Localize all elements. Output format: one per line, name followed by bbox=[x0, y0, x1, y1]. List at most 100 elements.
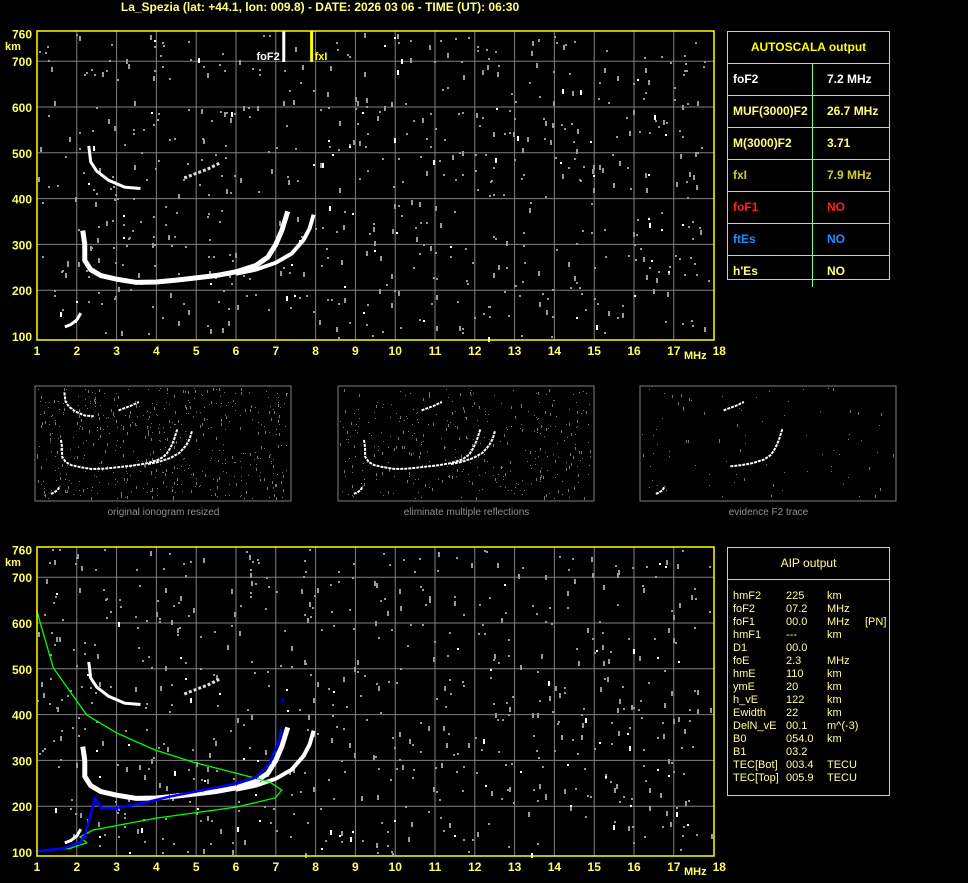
foF2-marker-line bbox=[282, 31, 286, 62]
noise-dot bbox=[678, 717, 680, 722]
noise-dot bbox=[42, 256, 44, 258]
noise-dot bbox=[472, 482, 473, 485]
noise-dot bbox=[273, 459, 274, 460]
noise-dot bbox=[160, 441, 161, 442]
noise-dot bbox=[575, 434, 576, 435]
aip-cell: km bbox=[827, 733, 842, 745]
noise-dot bbox=[154, 244, 156, 246]
noise-dot bbox=[207, 779, 209, 784]
noise-dot bbox=[366, 106, 368, 108]
noise-dot bbox=[568, 569, 570, 571]
noise-dot bbox=[455, 426, 456, 427]
noise-dot bbox=[117, 812, 119, 814]
noise-dot bbox=[692, 746, 694, 748]
noise-dot bbox=[210, 843, 212, 845]
noise-dot bbox=[567, 607, 569, 609]
noise-dot bbox=[156, 612, 158, 617]
noise-dot bbox=[419, 319, 421, 321]
noise-dot bbox=[287, 176, 289, 178]
noise-dot bbox=[220, 396, 221, 397]
noise-dot bbox=[241, 392, 242, 395]
noise-dot bbox=[67, 695, 69, 697]
noise-dot bbox=[141, 152, 143, 154]
noise-dot bbox=[412, 424, 413, 425]
noise-dot bbox=[76, 301, 78, 303]
noise-dot bbox=[100, 427, 101, 430]
noise-dot bbox=[304, 660, 306, 665]
noise-dot bbox=[187, 851, 189, 853]
aip-cell: DelN_vE bbox=[733, 720, 777, 732]
noise-dot bbox=[594, 298, 596, 300]
noise-dot bbox=[50, 654, 52, 656]
noise-dot bbox=[447, 655, 449, 657]
noise-dot bbox=[328, 140, 330, 142]
noise-dot bbox=[654, 638, 656, 640]
noise-dot bbox=[807, 471, 808, 472]
noise-dot bbox=[123, 237, 125, 239]
noise-dot bbox=[144, 841, 146, 843]
thumbnail-trace bbox=[450, 430, 496, 466]
noise-dot bbox=[152, 491, 153, 492]
noise-dot bbox=[185, 678, 187, 680]
noise-dot bbox=[305, 571, 307, 573]
noise-dot bbox=[230, 192, 232, 194]
noise-dot bbox=[645, 92, 647, 94]
noise-dot bbox=[310, 674, 312, 676]
noise-dot bbox=[582, 458, 583, 459]
noise-dot bbox=[458, 113, 460, 115]
noise-dot bbox=[64, 408, 65, 411]
noise-dot bbox=[234, 476, 235, 477]
noise-dot bbox=[484, 437, 485, 438]
noise-dot bbox=[592, 638, 594, 640]
noise-dot bbox=[788, 401, 789, 402]
noise-dot bbox=[409, 472, 410, 475]
noise-dot bbox=[124, 813, 126, 815]
noise-dot bbox=[410, 624, 412, 626]
noise-dot bbox=[352, 465, 353, 468]
noise-dot bbox=[581, 451, 582, 454]
noise-dot bbox=[537, 800, 539, 802]
noise-dot bbox=[378, 450, 379, 451]
noise-dot bbox=[533, 735, 535, 737]
noise-dot bbox=[666, 811, 668, 816]
noise-dot bbox=[151, 667, 153, 669]
noise-dot bbox=[81, 686, 83, 688]
noise-dot bbox=[249, 747, 251, 749]
noise-dot bbox=[709, 566, 711, 568]
noise-dot bbox=[719, 440, 720, 443]
y-tick-label: 700 bbox=[12, 55, 32, 69]
noise-dot bbox=[509, 707, 511, 712]
noise-dot bbox=[422, 118, 424, 123]
noise-dot bbox=[222, 53, 224, 55]
noise-dot bbox=[668, 759, 670, 764]
noise-dot bbox=[668, 628, 670, 633]
x-tick-label: 6 bbox=[233, 860, 240, 874]
aip-row: hmE 110 km bbox=[733, 668, 889, 681]
noise-dot bbox=[97, 427, 98, 428]
noise-dot bbox=[164, 432, 165, 433]
noise-dot bbox=[673, 638, 675, 643]
y-tick-label: 400 bbox=[12, 709, 32, 723]
noise-dot bbox=[463, 407, 464, 410]
noise-dot bbox=[660, 793, 662, 798]
noise-dot bbox=[577, 466, 578, 467]
noise-dot bbox=[146, 459, 147, 462]
noise-dot bbox=[211, 820, 213, 822]
noise-dot bbox=[114, 416, 115, 417]
noise-dot bbox=[199, 184, 201, 186]
noise-dot bbox=[469, 481, 470, 482]
aip-row: hmF2 225 km bbox=[733, 590, 889, 603]
noise-dot bbox=[380, 256, 382, 261]
noise-dot bbox=[635, 259, 637, 261]
noise-dot bbox=[673, 615, 675, 620]
noise-dot bbox=[169, 78, 171, 80]
noise-dot bbox=[564, 687, 566, 689]
aip-cell: foE bbox=[733, 655, 750, 667]
noise-dot bbox=[508, 655, 510, 657]
noise-dot bbox=[668, 271, 670, 273]
noise-dot bbox=[176, 441, 177, 444]
noise-dot bbox=[522, 480, 523, 481]
noise-dot bbox=[304, 560, 306, 562]
noise-dot bbox=[233, 778, 235, 780]
